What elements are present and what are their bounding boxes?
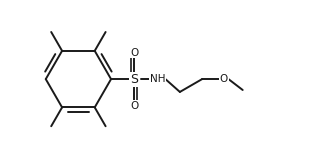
Text: NH: NH [150, 74, 165, 84]
Text: S: S [130, 73, 138, 86]
Text: O: O [130, 48, 139, 58]
Text: O: O [130, 101, 139, 111]
Text: O: O [220, 74, 228, 84]
